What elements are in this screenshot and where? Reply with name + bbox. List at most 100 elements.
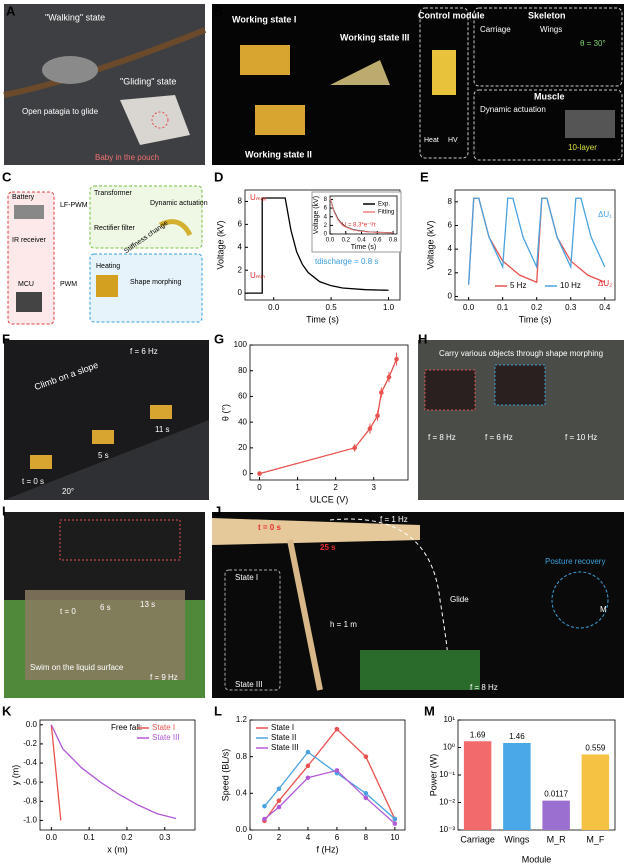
legend-label: State I — [152, 723, 175, 732]
robot — [92, 430, 114, 444]
photo — [418, 340, 624, 500]
x-tick-label: 2 — [277, 833, 282, 842]
y-tick-label: 6 — [324, 206, 328, 212]
panel-i: I t = 0 6 s 13 s Swim on the liquid surf… — [2, 503, 205, 698]
label: Dynamic actuation — [150, 200, 208, 207]
label: f = 6 Hz — [485, 433, 513, 442]
marker — [334, 768, 340, 773]
x-axis-label: x (m) — [107, 844, 128, 854]
robot — [150, 405, 172, 419]
battery — [14, 205, 44, 219]
panel-c: C Battery IR receiver MCU LF-PWM PWM Tra… — [2, 169, 208, 325]
robot-wings — [330, 60, 390, 85]
label: Heat — [424, 137, 439, 144]
marker — [367, 426, 373, 431]
plot-frame — [249, 719, 406, 831]
label: f = 6 Hz — [130, 347, 158, 356]
y-tick-label: 8 — [324, 197, 328, 203]
x-tick-label: 10 — [390, 833, 399, 842]
board — [212, 518, 420, 545]
x-tick-label: Wings — [504, 834, 530, 844]
label: h = 1 m — [330, 620, 357, 629]
marker — [394, 356, 399, 362]
label: Baby in the pouch — [95, 153, 159, 162]
x-tick-label: 0.4 — [357, 238, 366, 244]
y-tick-label: 80 — [238, 366, 247, 375]
label: 10-layer — [568, 143, 597, 152]
pouch — [151, 111, 169, 129]
panel-b: B Working state I Working state III Work… — [212, 3, 624, 165]
x-tick-label: 0 — [257, 483, 262, 492]
panel-h: H Carry various objects through shape mo… — [418, 331, 624, 500]
y-tick-label: -1.0 — [23, 816, 37, 825]
plot-frame — [454, 189, 616, 301]
panel-letter: C — [2, 169, 12, 184]
legend-label: 5 Hz — [510, 281, 526, 290]
label: Heating — [96, 263, 120, 270]
x-tick-label: 0.0 — [46, 833, 58, 842]
marker — [305, 763, 311, 769]
y-tick-label: 8 — [448, 197, 453, 206]
x-axis-label: Time (s) — [519, 314, 552, 324]
bar — [503, 742, 531, 830]
legend-label: State III — [271, 743, 299, 752]
x-axis-label: Time (s) — [306, 314, 339, 324]
panel-a: A "Walking" state "Gliding" state Open p… — [3, 3, 207, 165]
x-tick-label: 0.3 — [565, 303, 577, 312]
bar — [542, 800, 570, 830]
y-tick-label: 10¹ — [443, 715, 455, 724]
actuator — [158, 219, 193, 237]
annotation: tdischarge = 0.8 s — [315, 257, 378, 266]
x-axis-label: ULCE (V) — [310, 494, 349, 504]
bar-value-label: 1.46 — [509, 732, 525, 741]
series-line — [264, 769, 396, 825]
label: Carry various objects through shape morp… — [439, 349, 603, 358]
label: "Gliding" state — [120, 76, 176, 86]
box — [89, 185, 203, 249]
y-tick-label: 0 — [243, 469, 248, 478]
y-tick-label: 6 — [448, 221, 453, 230]
label: Dynamic actuation — [480, 105, 546, 114]
series-line — [263, 728, 396, 822]
panel-f: F Climb on a slope f = 6 Hz t = 0 s 5 s … — [2, 331, 209, 500]
label: Swim on the liquid surface — [30, 663, 124, 672]
panel-letter: D — [214, 169, 223, 184]
plot-frame — [329, 195, 398, 235]
panel-j: J t = 0 s 25 s f = 1 Hz Posture recovery… — [212, 503, 624, 698]
robot — [240, 45, 290, 75]
animal — [42, 56, 98, 84]
x-tick-label: 0.8 — [389, 238, 398, 244]
x-tick-label: 0.2 — [342, 238, 351, 244]
marker — [363, 791, 369, 796]
label: Battery — [12, 194, 35, 201]
label: Carriage — [480, 25, 511, 34]
y-tick-label: 10⁻¹ — [439, 770, 455, 779]
label: 11 s — [155, 425, 170, 434]
annotation: U = 8.3*e⁻ᵗ/τ — [342, 222, 376, 229]
marker — [386, 374, 392, 380]
legend-title: Free fall: — [111, 723, 142, 732]
x-tick-label: 0.1 — [497, 303, 509, 312]
y-tick-label: 0.4 — [236, 788, 248, 797]
y-tick-label: -0.4 — [23, 758, 37, 767]
y-tick-label: 10⁰ — [443, 743, 455, 752]
y-axis-label: Speed (BL/s) — [220, 749, 230, 802]
marker — [334, 726, 340, 732]
x-tick-label: 0.1 — [84, 833, 96, 842]
legend-label: Fitting — [378, 210, 394, 216]
y-tick-label: 0.0 — [26, 720, 38, 729]
label: Wings — [540, 25, 562, 34]
robot — [30, 455, 52, 469]
label: Open patagia to glide — [22, 107, 99, 116]
bar — [581, 754, 610, 830]
y-tick-label: 4 — [238, 242, 243, 251]
series-line — [329, 198, 394, 234]
photo — [212, 4, 624, 165]
label: Working state I — [232, 14, 296, 24]
label: 5 s — [98, 451, 109, 460]
x-tick-label: 1 — [295, 483, 300, 492]
x-tick-label: 0.2 — [531, 303, 543, 312]
label: "Walking" state — [45, 12, 105, 22]
inset — [494, 364, 546, 406]
x-tick-label: 0.0 — [463, 303, 475, 312]
